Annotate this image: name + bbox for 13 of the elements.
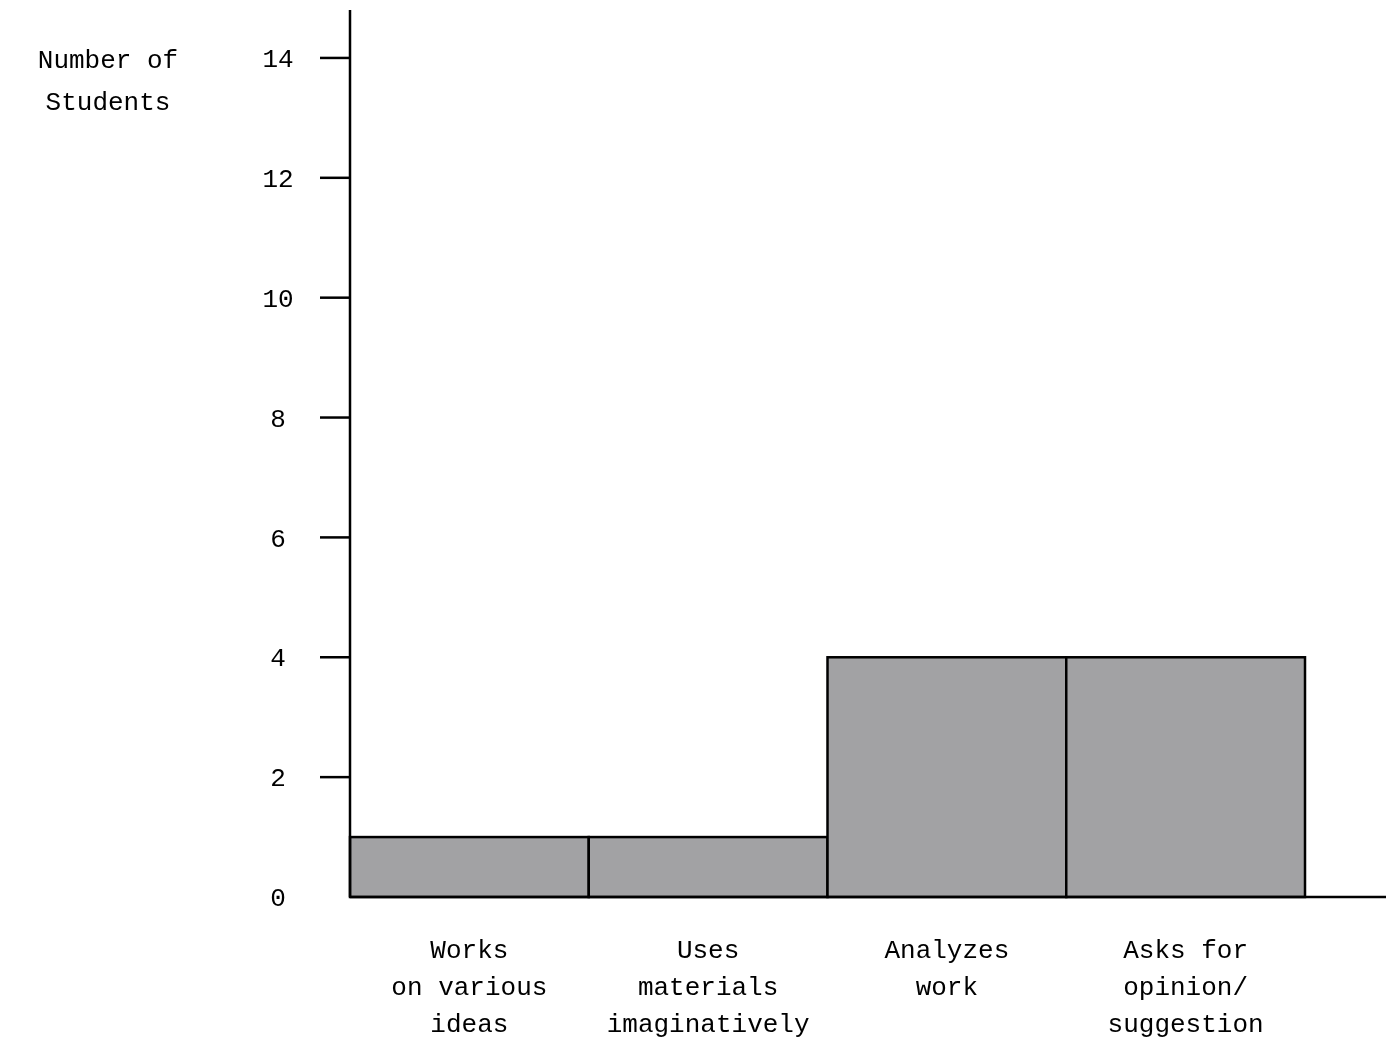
y-tick-label: 10: [262, 284, 294, 315]
y-tick-label: 12: [262, 164, 294, 195]
x-tick-label: Analyzes work: [884, 936, 1010, 1003]
x-tick-label: Asks for opinion/ suggestion: [1107, 936, 1264, 1040]
y-tick-label: 0: [270, 884, 286, 915]
y-tick-label: 2: [270, 764, 286, 795]
y-tick-label: 14: [262, 45, 294, 76]
x-tick-label: Uses materials imaginatively: [606, 936, 810, 1040]
x-tick-label: Works on various ideas: [391, 936, 548, 1040]
y-tick-label: 6: [270, 524, 286, 555]
y-tick-label: 4: [270, 644, 286, 675]
y-axis-title: Number of Students: [37, 46, 179, 118]
y-tick-label: 8: [270, 404, 286, 435]
